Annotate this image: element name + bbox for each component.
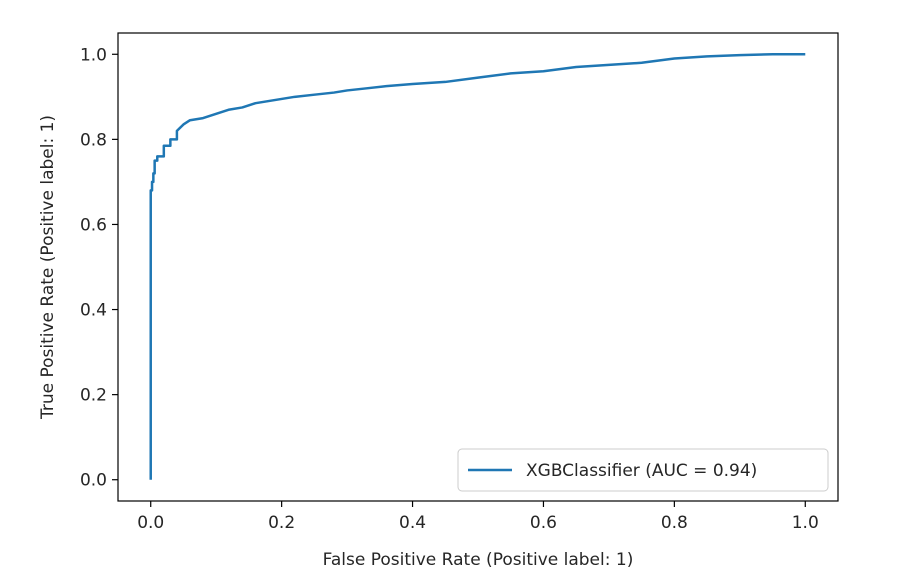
y-tick-label: 0.6 [80,215,107,235]
series-group [149,53,806,480]
x-axis-label: False Positive Rate (Positive label: 1) [323,550,634,570]
x-tick-label: 0.4 [399,513,426,533]
y-tick-label: 1.0 [80,45,107,65]
y-tick-label: 0.2 [80,386,107,406]
y-tick-label: 0.8 [80,130,107,150]
y-tick-label: 0.4 [80,301,107,321]
x-axis-ticks: 0.0 0.2 0.4 0.6 0.8 1.0 [137,501,819,533]
x-tick-label: 0.2 [268,513,295,533]
plot-area: 0.0 0.2 0.4 0.6 0.8 1.0 0.0 0.2 0.4 0.6 0.8 1.0 [80,32,839,533]
y-axis-ticks: 0.0 0.2 0.4 0.6 0.8 1.0 [80,45,118,491]
x-tick-label: 0.6 [530,513,557,533]
legend: XGBClassifier (AUC = 0.94) [457,448,829,492]
y-tick-label: 0.0 [80,471,107,491]
axes-frame [117,32,839,502]
roc-curve-line [149,53,806,480]
x-tick-label: 0.8 [661,513,688,533]
x-tick-label: 1.0 [792,513,819,533]
x-tick-label: 0.0 [137,513,164,533]
legend-box [457,448,829,492]
y-axis-label: True Positive Rate (Positive label: 1) [38,115,58,420]
legend-label: XGBClassifier (AUC = 0.94) [526,461,757,481]
